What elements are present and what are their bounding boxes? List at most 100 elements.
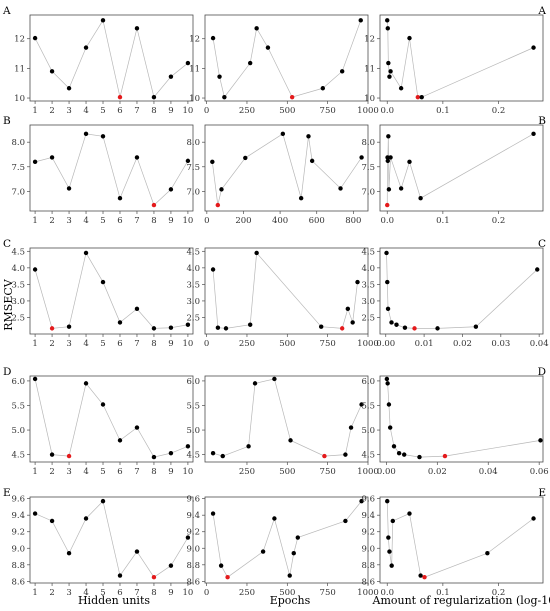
x-tick-label: 5 (100, 106, 105, 116)
y-tick-label: 11 (189, 64, 200, 74)
x-tick-label: 8 (151, 216, 156, 226)
x-tick-label: 1000 (357, 588, 379, 598)
y-tick-label: 5.0 (361, 426, 375, 436)
data-point (83, 381, 89, 386)
x-tick-label: 3 (66, 106, 71, 116)
panel-frame (379, 247, 544, 335)
data-point (151, 94, 157, 100)
y-tick-label: 2.5 (186, 313, 200, 323)
data-point (343, 518, 348, 524)
data-point (222, 94, 227, 100)
y-tick-label: 4.0 (11, 264, 25, 274)
x-tick-label: 500 (279, 339, 295, 349)
data-point (117, 196, 123, 201)
x-tick-label: 9 (168, 467, 173, 477)
x-tick-label: 1000 (357, 339, 379, 349)
data-point (320, 86, 326, 91)
y-tick-label: 10 (14, 94, 25, 104)
panel-frame (29, 247, 194, 335)
x-tick-label: 4 (83, 106, 88, 116)
data-point (66, 186, 72, 191)
panel-frame (29, 496, 194, 584)
x-tick-label: 0.1 (436, 106, 450, 116)
row-label-left: E (3, 487, 11, 499)
y-tick-label: 5.0 (11, 426, 25, 436)
data-point (387, 74, 392, 79)
row-label-right: B (538, 115, 546, 127)
panel-E-1: 1 2 3 4 5 6 7 8 9 10 8.6 8.8 9.0 9.2 9.4 9.6E (3, 487, 194, 598)
y-tick-label: 11 (14, 64, 25, 74)
x-tick-label: 750 (320, 588, 336, 598)
best-point (442, 453, 448, 459)
x-tick-label: 500 (279, 588, 295, 598)
data-point (49, 452, 55, 457)
data-point (134, 26, 140, 31)
data-point (419, 94, 424, 100)
y-axis-label: RMSECV (2, 278, 15, 331)
y-tick-label: 4.5 (361, 247, 375, 257)
x-tick-label: 7 (134, 106, 139, 116)
panel-frame (379, 375, 544, 463)
row-label-right: C (538, 238, 546, 250)
panel-A-2: 0 250 500 750 1000 10 11 12 (189, 14, 379, 116)
series-line (212, 20, 362, 98)
panel-A-3: 0.0 0.1 0.2 10 11 12 A (364, 5, 546, 116)
data-point (385, 306, 391, 312)
y-tick-label: 12 (189, 35, 200, 45)
data-point (389, 563, 394, 568)
data-point (210, 450, 216, 456)
data-point (219, 187, 224, 192)
y-tick-label: 4.5 (186, 451, 200, 461)
x-tick-label: 250 (239, 106, 255, 116)
x-tick-label: 2 (49, 467, 54, 477)
data-point (385, 381, 390, 386)
data-point (531, 45, 536, 50)
data-point (210, 267, 216, 272)
series-line (386, 20, 534, 98)
series-line (386, 252, 538, 329)
data-point (168, 563, 174, 568)
panel-E-3: 0.0 0.1 0.2 8.6 8.8 9.0 9.2 9.4 9.6 E (361, 487, 546, 598)
panel-B-3: 0.0 0.1 0.2 7.0 7.5 8.0 B (361, 115, 546, 226)
data-point (83, 250, 89, 256)
data-point (384, 250, 389, 256)
data-point (385, 158, 390, 164)
data-point (66, 324, 72, 329)
series-line (386, 501, 534, 578)
x-tick-label: 4 (83, 339, 88, 349)
data-point (100, 18, 106, 23)
x-tick-label: 5 (100, 467, 105, 477)
best-point (66, 453, 72, 459)
x-tick-label: 7 (134, 339, 139, 349)
data-point (338, 186, 343, 191)
x-tick-label: 0.00 (376, 339, 395, 349)
x-tick-label: 8 (151, 588, 156, 598)
panel-frame (29, 124, 194, 212)
data-point (401, 452, 407, 457)
data-point (49, 69, 55, 74)
data-point (402, 325, 408, 330)
best-point (151, 202, 157, 208)
data-point (210, 159, 215, 165)
data-point (100, 279, 106, 285)
x-tick-label: 10 (182, 588, 193, 598)
series-line (34, 252, 188, 329)
panel-frame (29, 14, 194, 102)
data-point (210, 35, 216, 41)
x-tick-label: 3 (66, 216, 71, 226)
best-point (322, 453, 327, 459)
data-point (398, 186, 404, 191)
x-tick-label: 0 (204, 216, 209, 226)
data-point (280, 131, 286, 137)
data-point (387, 425, 393, 430)
x-tick-label: 0 (204, 588, 209, 598)
panel-frame (204, 14, 369, 102)
data-point (407, 35, 412, 41)
series-line (35, 133, 189, 206)
data-point (220, 453, 225, 459)
x-tick-label: 5 (100, 588, 105, 598)
data-point (387, 549, 392, 554)
series-line (212, 500, 362, 578)
